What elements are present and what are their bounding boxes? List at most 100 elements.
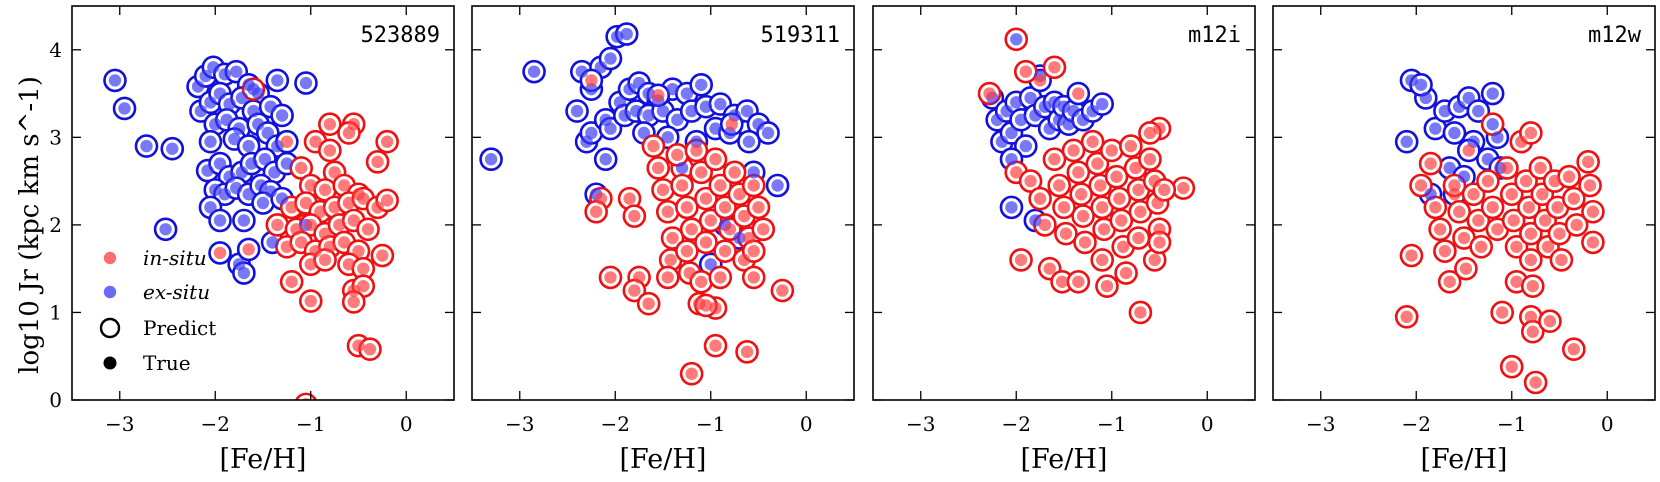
panel-3-frame	[1272, 5, 1656, 401]
true-point-3-59	[1548, 174, 1561, 188]
true-point-2-50	[1096, 201, 1109, 214]
true-point-1-54	[628, 209, 641, 223]
x-tick-label-0-0: −3	[105, 412, 134, 436]
true-point-3-54	[1534, 161, 1547, 175]
true-point-1-92	[752, 201, 765, 214]
true-point-1-60	[656, 183, 670, 197]
true-point-0-71	[285, 201, 298, 214]
true-point-3-3	[1424, 188, 1437, 201]
true-point-3-50	[1526, 279, 1539, 293]
x-tick-label-3-3: 0	[1601, 412, 1614, 436]
true-point-1-1	[527, 65, 541, 78]
true-point-3-58	[1543, 315, 1557, 328]
true-point-0-47	[237, 214, 251, 227]
true-point-2-8	[1019, 139, 1032, 153]
true-point-0-6	[199, 69, 212, 83]
true-point-2-45	[1078, 236, 1092, 249]
true-point-2-21	[1096, 97, 1109, 111]
true-point-1-90	[737, 253, 751, 267]
true-point-1-94	[747, 244, 760, 258]
true-point-1-70	[683, 266, 696, 280]
true-point-0-21	[275, 109, 289, 122]
true-point-1-89	[742, 231, 756, 245]
true-point-0-36	[258, 153, 272, 166]
true-point-3-27	[1443, 275, 1456, 288]
true-point-1-8	[610, 30, 624, 43]
true-point-1-72	[695, 166, 708, 179]
true-point-3-21	[1400, 310, 1413, 324]
true-point-3-19	[1462, 144, 1475, 157]
true-point-0-61	[309, 135, 322, 148]
true-point-3-42	[1510, 240, 1523, 253]
true-point-3-18	[1448, 188, 1461, 201]
true-point-2-60	[1124, 139, 1138, 153]
true-point-2-5	[1005, 126, 1018, 140]
true-point-2-26	[1048, 61, 1061, 74]
x-tick-label-2-2: −1	[1097, 412, 1126, 436]
x-tick-label-3-1: −2	[1402, 412, 1431, 436]
true-point-0-82	[318, 227, 332, 240]
true-point-3-71	[1524, 126, 1538, 140]
true-point-3-34	[1474, 240, 1488, 253]
true-point-1-91	[747, 179, 760, 192]
true-point-0-53	[213, 246, 227, 260]
true-point-0-16	[213, 87, 227, 100]
true-point-1-51	[589, 205, 603, 218]
true-point-0-18	[235, 91, 249, 105]
true-point-2-65	[1134, 306, 1147, 319]
true-point-2-70	[1148, 253, 1161, 267]
true-point-1-93	[757, 223, 770, 236]
true-point-3-41	[1507, 214, 1520, 227]
true-point-2-57	[1115, 214, 1128, 227]
x-axis-label-1: [Fe/H]	[620, 444, 707, 475]
true-point-2-27	[1019, 65, 1032, 78]
true-point-1-2	[570, 104, 584, 118]
true-point-3-20	[1405, 249, 1418, 262]
true-point-0-44	[264, 185, 277, 198]
true-point-1-23	[642, 109, 655, 122]
true-point-1-86	[728, 166, 741, 179]
true-point-2-42	[1072, 166, 1085, 179]
true-point-1-69	[680, 244, 694, 258]
true-point-2-9	[1024, 91, 1037, 105]
true-point-2-17	[1062, 118, 1075, 131]
true-point-0-102	[352, 339, 365, 352]
true-point-0-92	[376, 249, 389, 262]
true-point-3-32	[1467, 188, 1480, 201]
true-point-1-97	[740, 345, 754, 359]
true-point-2-59	[1119, 266, 1133, 280]
true-point-1-52	[604, 271, 617, 284]
true-point-1-57	[642, 297, 655, 310]
true-point-1-62	[666, 231, 679, 245]
true-point-0-26	[261, 126, 274, 140]
true-point-0-9	[230, 65, 243, 78]
true-point-3-5	[1438, 104, 1452, 118]
true-point-0-99	[357, 279, 370, 293]
true-point-0-54	[242, 243, 255, 256]
true-point-1-75	[699, 236, 713, 249]
true-point-2-4	[1000, 104, 1013, 118]
x-axis-label-2: [Fe/H]	[1021, 444, 1108, 475]
true-point-3-2	[1419, 91, 1433, 105]
panel-2-markers	[977, 27, 1196, 325]
true-point-2-44	[1076, 209, 1090, 223]
true-point-3-40	[1505, 188, 1518, 201]
true-point-0-77	[371, 201, 384, 214]
true-point-3-47	[1522, 201, 1536, 214]
true-point-1-32	[761, 126, 775, 140]
true-point-0-91	[352, 244, 365, 258]
true-point-0-98	[347, 284, 360, 297]
true-point-3-44	[1505, 360, 1518, 373]
true-point-3-64	[1567, 192, 1581, 205]
true-point-3-56	[1538, 214, 1552, 227]
true-point-2-66	[1143, 153, 1157, 166]
true-point-3-4	[1429, 122, 1442, 135]
true-point-0-28	[228, 132, 241, 146]
true-point-3-30	[1457, 231, 1471, 245]
true-point-3-15	[1491, 131, 1504, 144]
true-point-0-62	[323, 144, 337, 157]
true-point-0-69	[337, 179, 351, 192]
true-point-2-18	[1067, 104, 1080, 118]
true-point-2-63	[1134, 205, 1147, 218]
